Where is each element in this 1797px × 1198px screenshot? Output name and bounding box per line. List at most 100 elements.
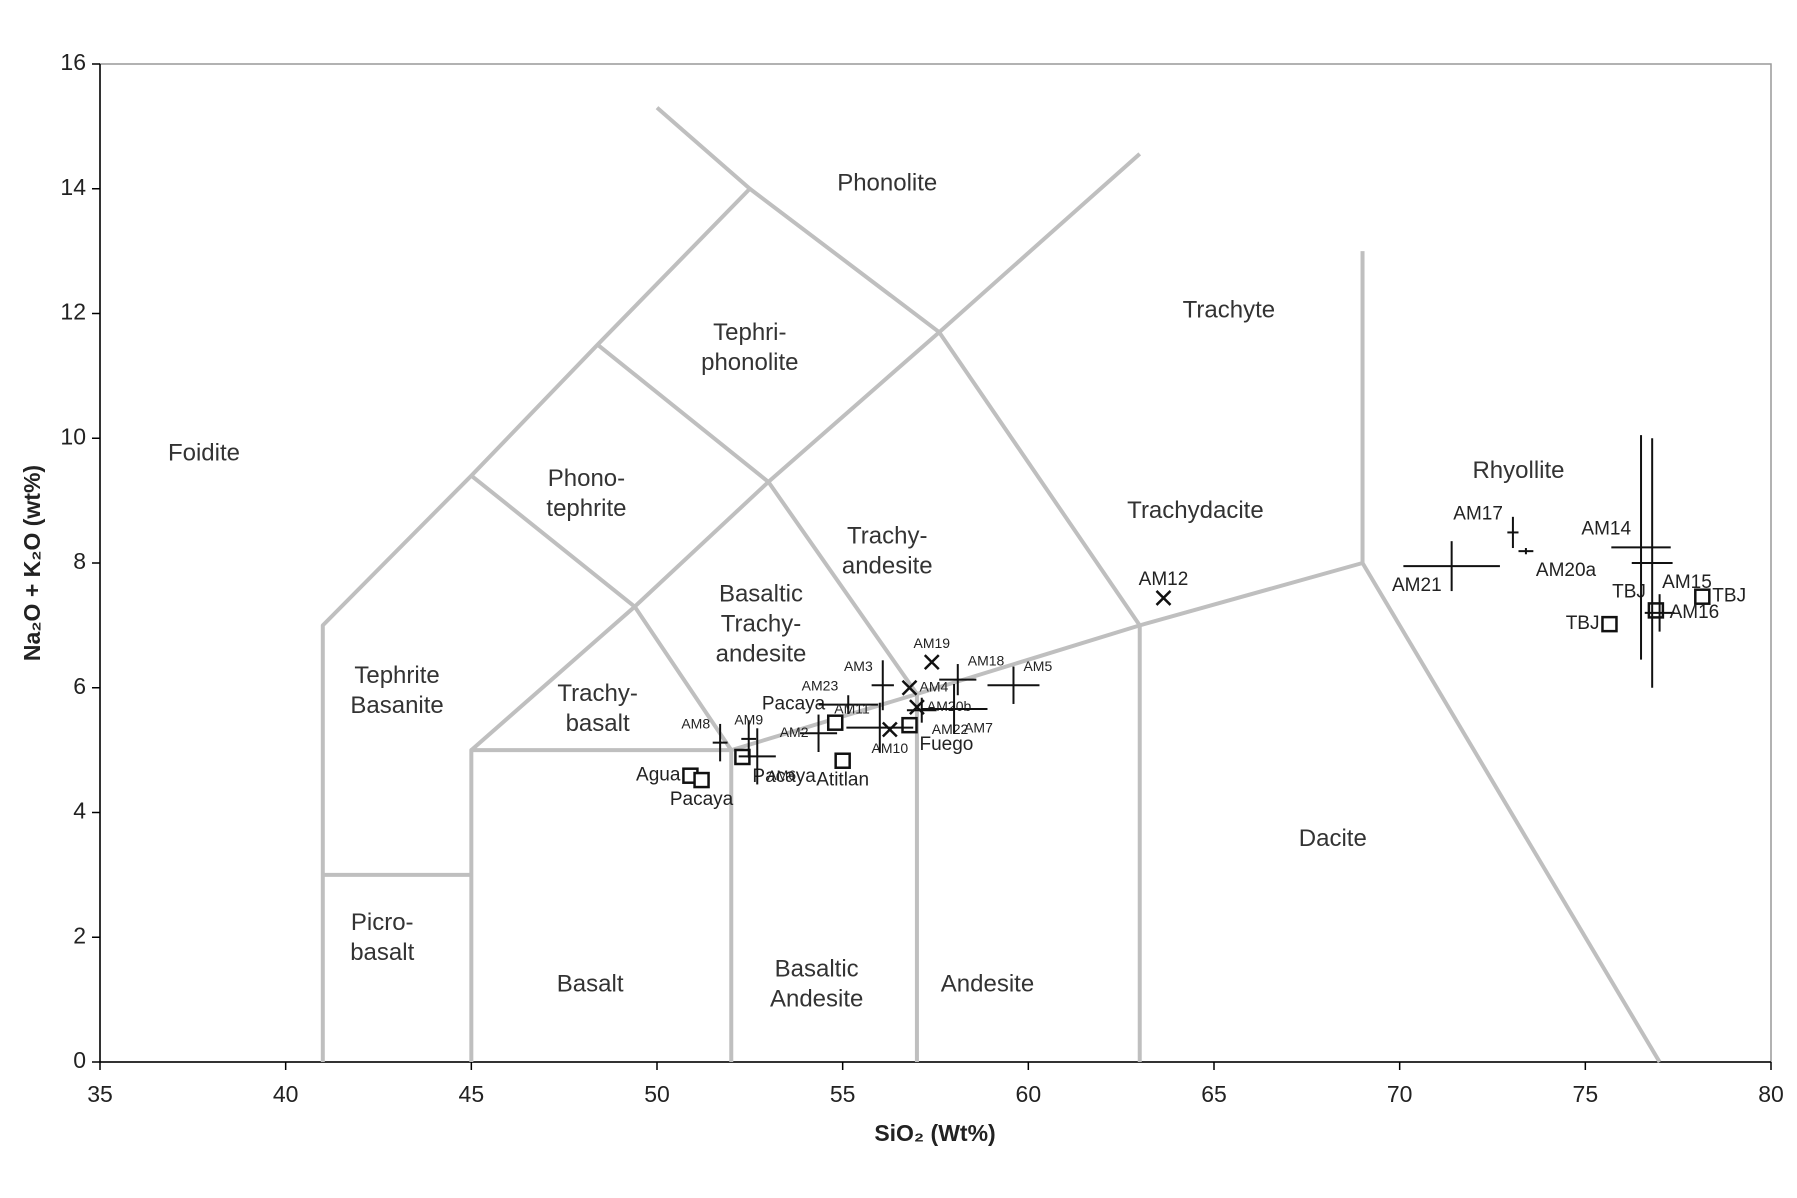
- field-label-line: Basaltic: [719, 581, 803, 608]
- field-label: Trachydacite: [1127, 497, 1264, 524]
- y-tick-label: 4: [73, 798, 86, 824]
- sample-label: AM23: [802, 677, 839, 693]
- y-tick-label: 8: [73, 548, 86, 574]
- field-label-line: phonolite: [701, 349, 798, 376]
- x-tick-label: 35: [87, 1081, 113, 1107]
- field-boundary: [1360, 561, 1662, 1064]
- sample-label: AM5: [1023, 658, 1052, 674]
- field-label-line: basalt: [566, 711, 630, 738]
- y-tick-label: 0: [73, 1047, 86, 1073]
- sample-label: AM12: [1139, 569, 1189, 590]
- field-boundary: [469, 561, 1364, 1062]
- x-tick-label: 50: [644, 1081, 670, 1107]
- field-label-line: Rhyollite: [1472, 457, 1564, 484]
- field-label-line: Andesite: [770, 986, 863, 1013]
- field-label-line: Basalt: [557, 971, 624, 998]
- y-axis-title: Na₂O + K₂O (wt%): [19, 465, 45, 661]
- sample-x: [1155, 590, 1172, 606]
- field-label: Trachy-andesite: [842, 523, 933, 580]
- sample-label: TBJ: [1612, 581, 1646, 602]
- sample-label: AM3: [844, 658, 873, 674]
- sample-label: Atitlan: [816, 770, 869, 791]
- field-boundary: [937, 331, 1142, 627]
- sample-label: AM20b: [927, 698, 972, 714]
- field-label: Andesite: [941, 971, 1034, 998]
- field-boundary: [655, 106, 941, 334]
- x-tick-label: 55: [830, 1081, 856, 1107]
- field-label: Tephrite Basanite: [350, 662, 443, 719]
- field-label-line: Trachydacite: [1127, 497, 1264, 524]
- sample-label: Agua: [636, 765, 681, 786]
- sample-x: [923, 654, 940, 671]
- field-label: Rhyollite: [1472, 457, 1564, 484]
- field-label-line: Basaltic: [775, 956, 859, 983]
- x-tick-label: 65: [1201, 1081, 1227, 1107]
- x-axis-title: SiO₂ (Wt%): [874, 1120, 995, 1146]
- x-tick-label: 45: [459, 1081, 485, 1107]
- sample-label: AM10: [872, 740, 909, 756]
- field-label-line: Phono-: [548, 465, 625, 492]
- sample-label: AM7: [964, 720, 993, 736]
- sample-square: [901, 716, 918, 734]
- sample-square: [1694, 588, 1711, 605]
- sample-label: AM11: [834, 700, 870, 716]
- field-label-line: andesite: [842, 553, 933, 580]
- sample-x: [881, 721, 898, 738]
- field-label: Foidite: [168, 440, 240, 467]
- sample-label: TBJ: [1712, 586, 1746, 607]
- sample-label: AM16: [1670, 602, 1720, 623]
- field-label-line: Trachy-: [847, 523, 927, 550]
- field-label: Phono-tephrite: [546, 465, 626, 522]
- sample-label: AM22: [932, 721, 969, 737]
- x-tick-label: 75: [1573, 1081, 1599, 1107]
- sample-label: AM6: [767, 767, 796, 783]
- sample-label: AM15: [1662, 572, 1712, 593]
- field-label-line: Tephrite: [354, 662, 439, 689]
- field-label: Trachy-basalt: [557, 681, 637, 738]
- field-label-line: Phonolite: [837, 170, 937, 197]
- sample-label: AM21: [1392, 575, 1442, 596]
- sample-square: [826, 714, 844, 731]
- field-label: Picro-basalt: [350, 909, 414, 966]
- y-tick-label: 10: [60, 423, 86, 449]
- sample-label: AM17: [1453, 503, 1503, 524]
- field-boundary: [596, 343, 919, 696]
- sample-square: [1647, 602, 1665, 619]
- sample-square: [693, 771, 710, 789]
- sample-x: [901, 679, 918, 696]
- sample-label: Pacaya: [762, 694, 826, 715]
- sample-label: Pacaya: [752, 766, 816, 787]
- y-tick-label: 6: [73, 673, 86, 699]
- field-boundary: [320, 187, 752, 1062]
- x-tick-label: 80: [1758, 1081, 1784, 1107]
- sample-label: AM20a: [1536, 560, 1597, 581]
- field-label-line: Trachyte: [1183, 297, 1275, 324]
- field-label-line: Basanite: [350, 692, 443, 719]
- x-tick-label: 40: [273, 1081, 299, 1107]
- sample-label: TBJ: [1566, 613, 1600, 634]
- field-label: Basaltic Andesite: [770, 956, 863, 1013]
- sample-square: [1601, 615, 1618, 633]
- y-tick-label: 2: [73, 922, 86, 948]
- field-label-line: Foidite: [168, 440, 240, 467]
- sample-label: AM18: [968, 652, 1005, 668]
- field-label: Phonolite: [837, 170, 937, 197]
- field-label: Tephri-phonolite: [701, 319, 798, 376]
- field-label: Basalt: [557, 971, 624, 998]
- field-label: Basaltic Trachy-andesite: [716, 581, 807, 668]
- field-label-line: Trachy-: [721, 611, 801, 638]
- field-label-line: Andesite: [941, 971, 1034, 998]
- field-label-line: tephrite: [546, 495, 626, 522]
- sample-label: AM2: [780, 724, 809, 740]
- sample-label: Fuego: [920, 734, 974, 755]
- sample-square: [834, 752, 851, 769]
- field-label: Trachyte: [1183, 297, 1275, 324]
- sample-label: AM19: [913, 635, 950, 651]
- field-label-line: Dacite: [1299, 825, 1367, 852]
- sample-label: AM9: [734, 712, 763, 728]
- y-tick-label: 14: [60, 174, 86, 200]
- field-label: Dacite: [1299, 825, 1367, 852]
- field-label-line: Trachy-: [557, 681, 637, 708]
